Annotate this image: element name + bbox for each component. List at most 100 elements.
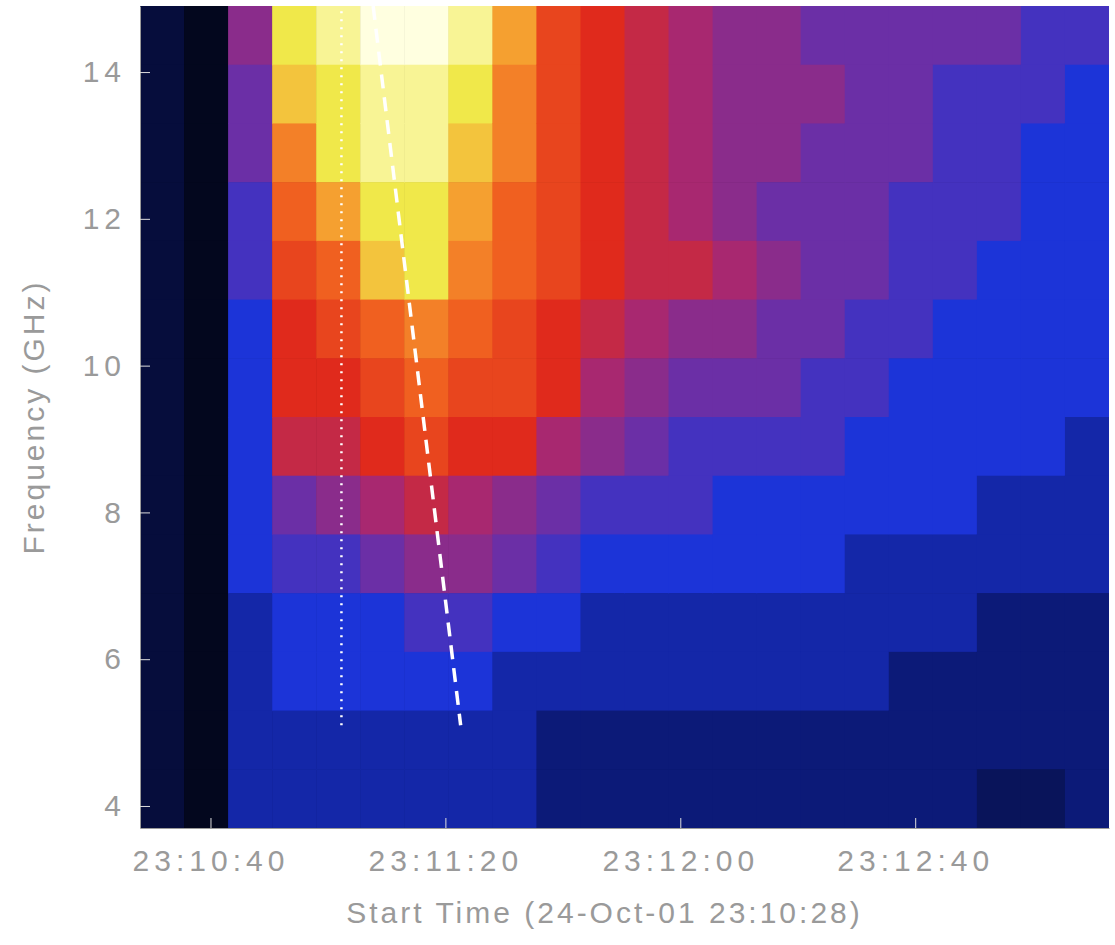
heatmap-cell	[140, 300, 185, 359]
y-tick-label: 14	[83, 55, 126, 88]
heatmap-cell	[1065, 652, 1109, 711]
heatmap-cell	[801, 65, 846, 124]
heatmap-cell	[1021, 534, 1066, 593]
heatmap-cell	[933, 241, 978, 300]
heatmap-cell	[801, 769, 846, 828]
heatmap-cell	[492, 123, 537, 182]
heatmap-cell	[272, 123, 317, 182]
heatmap-cell	[316, 182, 361, 241]
heatmap-cell	[757, 417, 802, 476]
heatmap-cell	[757, 652, 802, 711]
heatmap-cell	[184, 534, 229, 593]
heatmap-cell	[801, 123, 846, 182]
heatmap-cell	[536, 711, 581, 770]
heatmap-cell	[669, 711, 714, 770]
x-axis: 23:10:4023:11:2023:12:0023:12:40	[133, 818, 1110, 877]
heatmap-cell	[713, 300, 758, 359]
heatmap-cell	[845, 769, 890, 828]
heatmap-cell	[933, 65, 978, 124]
heatmap-cell	[316, 534, 361, 593]
heatmap-cell	[536, 769, 581, 828]
heatmap-cell	[889, 711, 934, 770]
heatmap-cell	[492, 769, 537, 828]
heatmap-cell	[801, 534, 846, 593]
heatmap-cell	[580, 534, 625, 593]
heatmap-cell	[933, 182, 978, 241]
heatmap-cell	[404, 476, 449, 535]
heatmap-cell	[1021, 6, 1066, 65]
heatmap-cell	[801, 711, 846, 770]
heatmap-cell	[933, 358, 978, 417]
heatmap-cell	[492, 182, 537, 241]
heatmap-cell	[184, 593, 229, 652]
heatmap-cell	[757, 593, 802, 652]
heatmap-cell	[316, 300, 361, 359]
y-tick-mark	[140, 366, 150, 367]
heatmap-cell	[1021, 417, 1066, 476]
heatmap-cell	[1021, 358, 1066, 417]
heatmap-cell	[669, 6, 714, 65]
x-tick-mark	[915, 818, 916, 828]
heatmap-cell	[1065, 241, 1109, 300]
heatmap-cell	[228, 652, 273, 711]
y-tick-label: 10	[83, 349, 126, 382]
heatmap-cell	[669, 769, 714, 828]
heatmap-cell	[536, 593, 581, 652]
heatmap-cell	[316, 769, 361, 828]
heatmap-cell	[889, 534, 934, 593]
heatmap-cell	[228, 769, 273, 828]
heatmap-cell	[977, 652, 1022, 711]
heatmap-cell	[1065, 593, 1109, 652]
heatmap-cell	[1065, 300, 1109, 359]
heatmap-cell	[404, 65, 449, 124]
heatmap-cell	[316, 476, 361, 535]
heatmap-cell	[933, 711, 978, 770]
heatmap-cell	[1065, 769, 1109, 828]
heatmap-cell	[845, 65, 890, 124]
heatmap-cell	[889, 123, 934, 182]
heatmap-cell	[272, 652, 317, 711]
x-tick-label: 23:11:20	[369, 844, 524, 877]
heatmap-cell	[977, 476, 1022, 535]
heatmap-cell	[669, 241, 714, 300]
heatmap-cell	[1021, 593, 1066, 652]
heatmap	[140, 6, 1109, 828]
heatmap-cell	[448, 6, 493, 65]
heatmap-cell	[140, 417, 185, 476]
heatmap-cell	[404, 182, 449, 241]
heatmap-cell	[933, 593, 978, 652]
heatmap-cell	[845, 241, 890, 300]
heatmap-cell	[1065, 534, 1109, 593]
heatmap-cell	[272, 711, 317, 770]
heatmap-cell	[889, 417, 934, 476]
heatmap-cell	[713, 241, 758, 300]
heatmap-cell	[1065, 182, 1109, 241]
heatmap-cell	[580, 358, 625, 417]
heatmap-cell	[889, 476, 934, 535]
heatmap-cell	[448, 123, 493, 182]
x-tick-label: 23:12:00	[602, 844, 759, 877]
heatmap-cell	[536, 652, 581, 711]
heatmap-cell	[140, 241, 185, 300]
heatmap-cell	[625, 123, 670, 182]
heatmap-cell	[272, 65, 317, 124]
heatmap-cell	[889, 652, 934, 711]
heatmap-cell	[845, 182, 890, 241]
heatmap-cell	[272, 358, 317, 417]
heatmap-cell	[580, 6, 625, 65]
heatmap-cell	[536, 182, 581, 241]
heatmap-cell	[536, 6, 581, 65]
heatmap-cell	[757, 300, 802, 359]
x-tick: 23:12:40	[837, 818, 994, 877]
heatmap-cell	[492, 534, 537, 593]
heatmap-cell	[360, 358, 405, 417]
heatmap-cell	[801, 300, 846, 359]
heatmap-cell	[272, 182, 317, 241]
heatmap-cell	[536, 241, 581, 300]
heatmap-cell	[977, 534, 1022, 593]
y-tick-label: 4	[104, 789, 126, 822]
x-tick-label: 23:12:40	[837, 844, 994, 877]
heatmap-cell	[933, 123, 978, 182]
heatmap-cell	[580, 241, 625, 300]
heatmap-cell	[316, 241, 361, 300]
